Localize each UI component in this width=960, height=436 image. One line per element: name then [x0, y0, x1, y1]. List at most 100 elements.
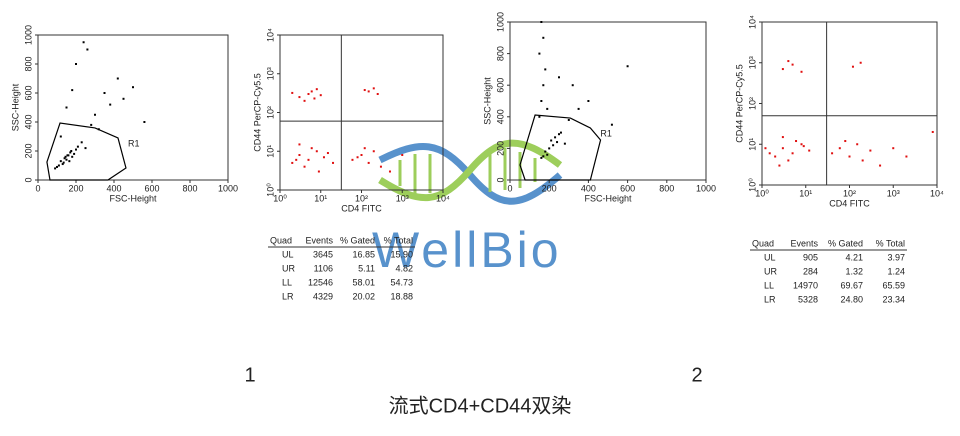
event-dot	[571, 84, 574, 87]
y-tick-label: 600	[23, 85, 33, 100]
x-axis-title: FSC-Height	[109, 193, 157, 203]
gate-r1	[46, 122, 127, 181]
event-dot	[556, 141, 559, 144]
y-tick-label: 400	[495, 109, 505, 124]
watermark: WellBio	[372, 222, 562, 278]
event-dot	[848, 155, 851, 158]
x-tick-label: 10³	[396, 193, 409, 203]
event-dot	[831, 152, 834, 155]
y-axis-title: CD44 PerCP-Cy5.5	[734, 64, 744, 143]
event-dot	[781, 136, 784, 139]
plot-frame	[509, 21, 707, 181]
table-header: % Total	[384, 235, 413, 245]
x-tick-label: 10⁴	[930, 188, 944, 198]
event-dot	[905, 155, 908, 158]
table-cell: 3645	[313, 249, 333, 259]
y-axis-title: CD44 PerCP-Cy5.5	[252, 73, 262, 152]
event-dot	[550, 139, 553, 142]
event-dot	[326, 152, 329, 155]
table-cell: 905	[803, 252, 818, 262]
table-header: % Gated	[828, 238, 863, 248]
event-dot	[577, 107, 580, 110]
event-dot	[116, 77, 119, 80]
table-cell: 69.67	[840, 280, 863, 290]
table-cell: 20.02	[352, 291, 375, 301]
event-dot	[892, 147, 895, 150]
event-dot	[63, 157, 66, 160]
event-dot	[315, 88, 318, 91]
y-tick-label: 1000	[23, 25, 33, 45]
gate-label: R1	[600, 128, 612, 138]
x-tick-label: 10⁰	[273, 193, 287, 203]
table-cell: LL	[282, 277, 292, 287]
event-dot	[558, 133, 560, 136]
event-dot	[363, 147, 366, 150]
event-dot	[54, 167, 57, 170]
event-dot	[379, 165, 382, 168]
event-dot	[367, 90, 370, 93]
event-dot	[781, 68, 784, 71]
table-cell: 15.90	[390, 249, 413, 259]
x-tick-label: 200	[68, 183, 83, 193]
event-dot	[795, 140, 798, 143]
event-dot	[307, 158, 310, 161]
table-cell: 54.73	[390, 277, 413, 287]
event-dot	[764, 147, 767, 150]
event-dot	[808, 149, 811, 152]
table-cell: 4.82	[395, 263, 413, 273]
event-dot	[800, 70, 803, 73]
x-tick-label: 0	[507, 183, 512, 193]
event-dot	[861, 159, 864, 162]
event-dot	[298, 143, 301, 146]
x-tick-label: 1000	[218, 183, 238, 193]
caption: 流式CD4+CD44双染	[389, 394, 572, 417]
table-cell: 5328	[798, 294, 818, 304]
event-dot	[544, 68, 547, 71]
x-tick-label: 200	[542, 183, 557, 193]
event-dot	[791, 63, 794, 66]
y-tick-label: 0	[495, 177, 505, 182]
event-dot	[132, 86, 134, 89]
table-cell: 14970	[793, 280, 818, 290]
event-dot	[610, 123, 613, 126]
event-dot	[75, 63, 77, 65]
event-dot	[90, 123, 93, 126]
y-tick-label: 10⁴	[265, 28, 275, 42]
event-dot	[319, 94, 322, 97]
x-tick-label: 10¹	[314, 193, 327, 203]
event-dot	[372, 150, 375, 153]
x-axis-title: CD4 FITC	[341, 203, 382, 213]
table-header: Quad	[752, 238, 774, 248]
y-tick-label: 200	[495, 141, 505, 156]
dna-strand	[378, 139, 563, 202]
event-dot	[313, 97, 316, 100]
plot-frame	[37, 34, 229, 181]
event-dot	[68, 160, 71, 163]
event-dot	[57, 164, 60, 167]
y-tick-label: 1000	[495, 12, 505, 32]
y-tick-label: 200	[23, 143, 33, 158]
event-dot	[538, 115, 541, 118]
table-cell: 16.85	[352, 249, 375, 259]
event-dot	[787, 159, 790, 162]
event-dot	[94, 113, 96, 116]
event-dot	[869, 149, 872, 152]
event-dot	[879, 164, 882, 167]
event-dot	[540, 100, 543, 102]
event-dot	[626, 65, 629, 68]
event-dot	[791, 152, 794, 155]
x-tick-label: 400	[106, 183, 121, 193]
event-dot	[317, 170, 320, 173]
x-tick-label: 600	[620, 183, 635, 193]
y-tick-label: 800	[23, 56, 33, 71]
table-cell: UL	[282, 249, 294, 259]
table-cell: 12546	[308, 277, 333, 287]
event-dot	[332, 161, 335, 164]
event-dot	[558, 76, 560, 79]
event-dot	[303, 165, 306, 168]
table-cell: 65.59	[882, 280, 905, 290]
x-tick-label: 800	[659, 183, 674, 193]
event-dot	[69, 151, 72, 154]
dna-rungs	[398, 148, 537, 194]
